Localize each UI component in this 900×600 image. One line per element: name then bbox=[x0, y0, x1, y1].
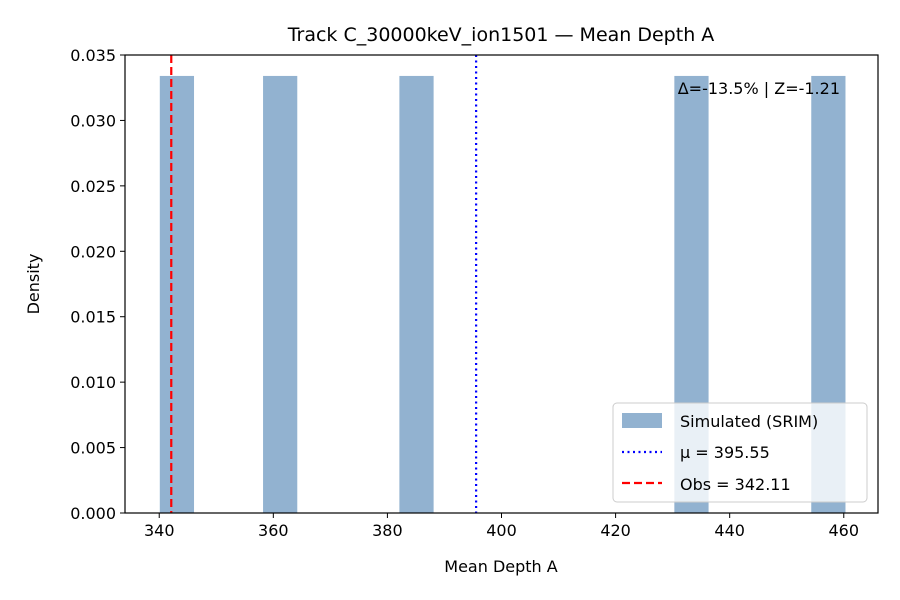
legend-label-mean: μ = 395.55 bbox=[680, 443, 770, 462]
x-axis: 340 360 380 400 420 440 460 bbox=[144, 513, 859, 540]
reference-lines bbox=[170, 55, 478, 513]
y-tick-label: 0.030 bbox=[70, 111, 116, 130]
y-tick-label: 0.010 bbox=[70, 373, 116, 392]
x-tick-label: 380 bbox=[372, 521, 403, 540]
x-tick-label: 400 bbox=[486, 521, 517, 540]
x-tick-label: 440 bbox=[714, 521, 745, 540]
y-axis-label: Density bbox=[24, 254, 43, 315]
legend-label-obs: Obs = 342.11 bbox=[680, 475, 791, 494]
x-tick-label: 460 bbox=[828, 521, 859, 540]
y-axis: 0.000 0.005 0.010 0.015 0.020 0.025 0.030 0.035 bbox=[70, 46, 125, 523]
y-tick-label: 0.035 bbox=[70, 46, 116, 65]
histogram-bar bbox=[399, 75, 434, 514]
legend-label-simulated: Simulated (SRIM) bbox=[680, 412, 818, 431]
stats-annotation: Δ=-13.5% | Z=-1.21 bbox=[678, 79, 840, 98]
y-tick-label: 0.020 bbox=[70, 242, 116, 261]
x-tick-label: 420 bbox=[600, 521, 631, 540]
legend-swatch-simulated bbox=[622, 413, 662, 428]
x-axis-label: Mean Depth A bbox=[444, 557, 558, 576]
y-tick-label: 0.025 bbox=[70, 177, 116, 196]
x-tick-label: 340 bbox=[144, 521, 175, 540]
chart-title: Track C_30000keV_ion1501 — Mean Depth A bbox=[287, 24, 715, 46]
histogram-bar bbox=[263, 75, 298, 514]
x-tick-label: 360 bbox=[258, 521, 289, 540]
histogram-bar bbox=[159, 75, 195, 514]
legend-box bbox=[612, 402, 868, 503]
y-tick-label: 0.015 bbox=[70, 308, 116, 327]
y-tick-label: 0.005 bbox=[70, 439, 116, 458]
legend: Simulated (SRIM) μ = 395.55 Obs = 342.11 bbox=[612, 402, 868, 503]
y-tick-label: 0.000 bbox=[70, 504, 116, 523]
